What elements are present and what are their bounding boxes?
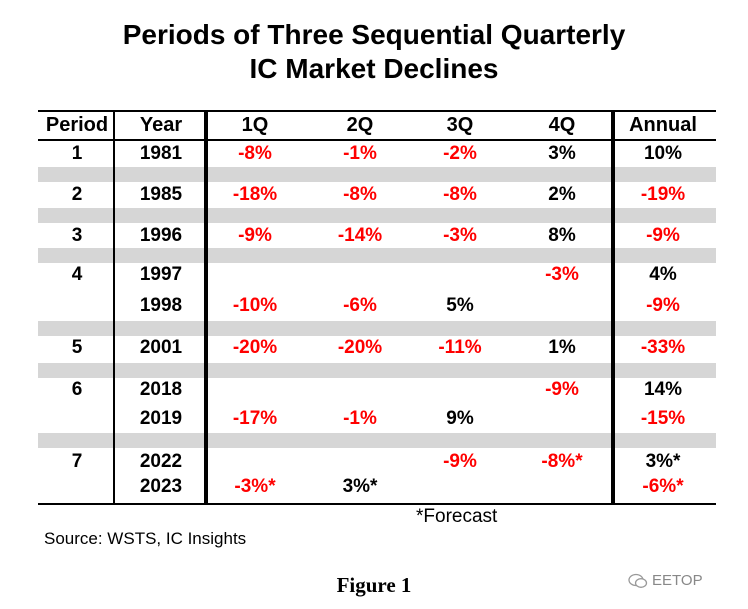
- table-cell-q4: 8%: [548, 225, 576, 246]
- column-divider: [113, 110, 115, 505]
- column-header: 3Q: [446, 114, 474, 136]
- forecast-note: *Forecast: [416, 506, 498, 527]
- column-header: Period: [45, 114, 109, 136]
- watermark: EETOP: [628, 572, 703, 589]
- table-cell-year: 1997: [139, 264, 183, 285]
- table-cell-q1: -3%*: [234, 476, 276, 497]
- table-rule: [38, 503, 716, 505]
- table-cell-q2: 3%*: [342, 476, 378, 497]
- table-cell-q3: -3%: [443, 225, 477, 246]
- table-cell-period: 4: [71, 264, 83, 285]
- column-header: 1Q: [241, 114, 269, 136]
- table-cell-q1: -20%: [232, 337, 278, 358]
- table-cell-q3: -9%: [443, 451, 477, 472]
- table-cell-q2: -1%: [343, 408, 377, 429]
- table-rule: [38, 139, 716, 141]
- table-cell-q4: -9%: [545, 379, 579, 400]
- title-line-1: Periods of Three Sequential Quarterly: [122, 19, 626, 50]
- table-cell-q4: -3%: [545, 264, 579, 285]
- figure-label: Figure 1: [336, 573, 412, 597]
- table-cell-period: 5: [71, 337, 83, 358]
- table-cell-annual: 10%: [643, 143, 683, 164]
- table-cell-q1: -17%: [232, 408, 278, 429]
- table-cell-q2: -6%: [343, 295, 377, 316]
- table-cell-q2: -14%: [337, 225, 383, 246]
- column-divider: [204, 110, 208, 505]
- table-cell-period: 2: [71, 184, 83, 205]
- table-cell-q4: 2%: [548, 184, 576, 205]
- table-cell-q1: -18%: [232, 184, 278, 205]
- source-note: Source: WSTS, IC Insights: [44, 529, 247, 548]
- table-cell-q3: 9%: [446, 408, 474, 429]
- table-cell-q3: 5%: [446, 295, 474, 316]
- table-cell-year: 1985: [139, 184, 183, 205]
- table-cell-q2: -20%: [337, 337, 383, 358]
- table-cell-annual: 4%: [649, 264, 677, 285]
- table-cell-period: 3: [71, 225, 83, 246]
- column-header: Annual: [629, 114, 697, 136]
- table-cell-annual: -33%: [640, 337, 686, 358]
- table-cell-year: 1996: [139, 225, 183, 246]
- table-cell-q1: -10%: [232, 295, 278, 316]
- table-cell-q4: 3%: [548, 143, 576, 164]
- table-cell-annual: 14%: [643, 379, 683, 400]
- column-header: 2Q: [346, 114, 374, 136]
- title-line-2: IC Market Declines: [249, 53, 499, 84]
- table-cell-q2: -8%: [343, 184, 377, 205]
- watermark-text: EETOP: [652, 572, 703, 589]
- table-cell-annual: -9%: [646, 225, 680, 246]
- table-cell-year: 2019: [139, 408, 183, 429]
- column-header: 4Q: [548, 114, 576, 136]
- table-cell-year: 2023: [139, 476, 183, 497]
- declines-table: Period Year 1Q 2Q 3Q 4Q Annual 1 1981 -8% -1% -2% 3%…: [38, 110, 716, 506]
- table-cell-annual: -6%*: [642, 476, 684, 497]
- table-cell-year: 2022: [139, 451, 183, 472]
- column-header: Year: [139, 114, 183, 136]
- table-cell-year: 2018: [139, 379, 183, 400]
- table-cell-annual: 3%*: [645, 451, 681, 472]
- table-cell-year: 2001: [139, 337, 183, 358]
- table-cell-q2: -1%: [343, 143, 377, 164]
- table-cell-period: 6: [71, 379, 83, 400]
- table-cell-annual: -15%: [640, 408, 686, 429]
- table-cell-year: 1981: [139, 143, 183, 164]
- table-cell-q3: -8%: [443, 184, 477, 205]
- table-cell-q4: 1%: [548, 337, 576, 358]
- table-cell-annual: -19%: [640, 184, 686, 205]
- table-cell-q3: -11%: [438, 337, 482, 358]
- column-divider: [611, 110, 615, 505]
- chart-title: Periods of Three Sequential Quarterly IC…: [0, 18, 748, 86]
- table-cell-q1: -8%: [238, 143, 272, 164]
- table-cell-annual: -9%: [646, 295, 680, 316]
- table-cell-q3: -2%: [443, 143, 477, 164]
- table-rule: [38, 110, 716, 112]
- wechat-icon: [628, 573, 648, 588]
- table-cell-q1: -9%: [238, 225, 272, 246]
- table-cell-period: 7: [71, 451, 83, 472]
- table-cell-q4: -8%*: [541, 451, 583, 472]
- table-cell-period: 1: [71, 143, 83, 164]
- table-cell-year: 1998: [139, 295, 183, 316]
